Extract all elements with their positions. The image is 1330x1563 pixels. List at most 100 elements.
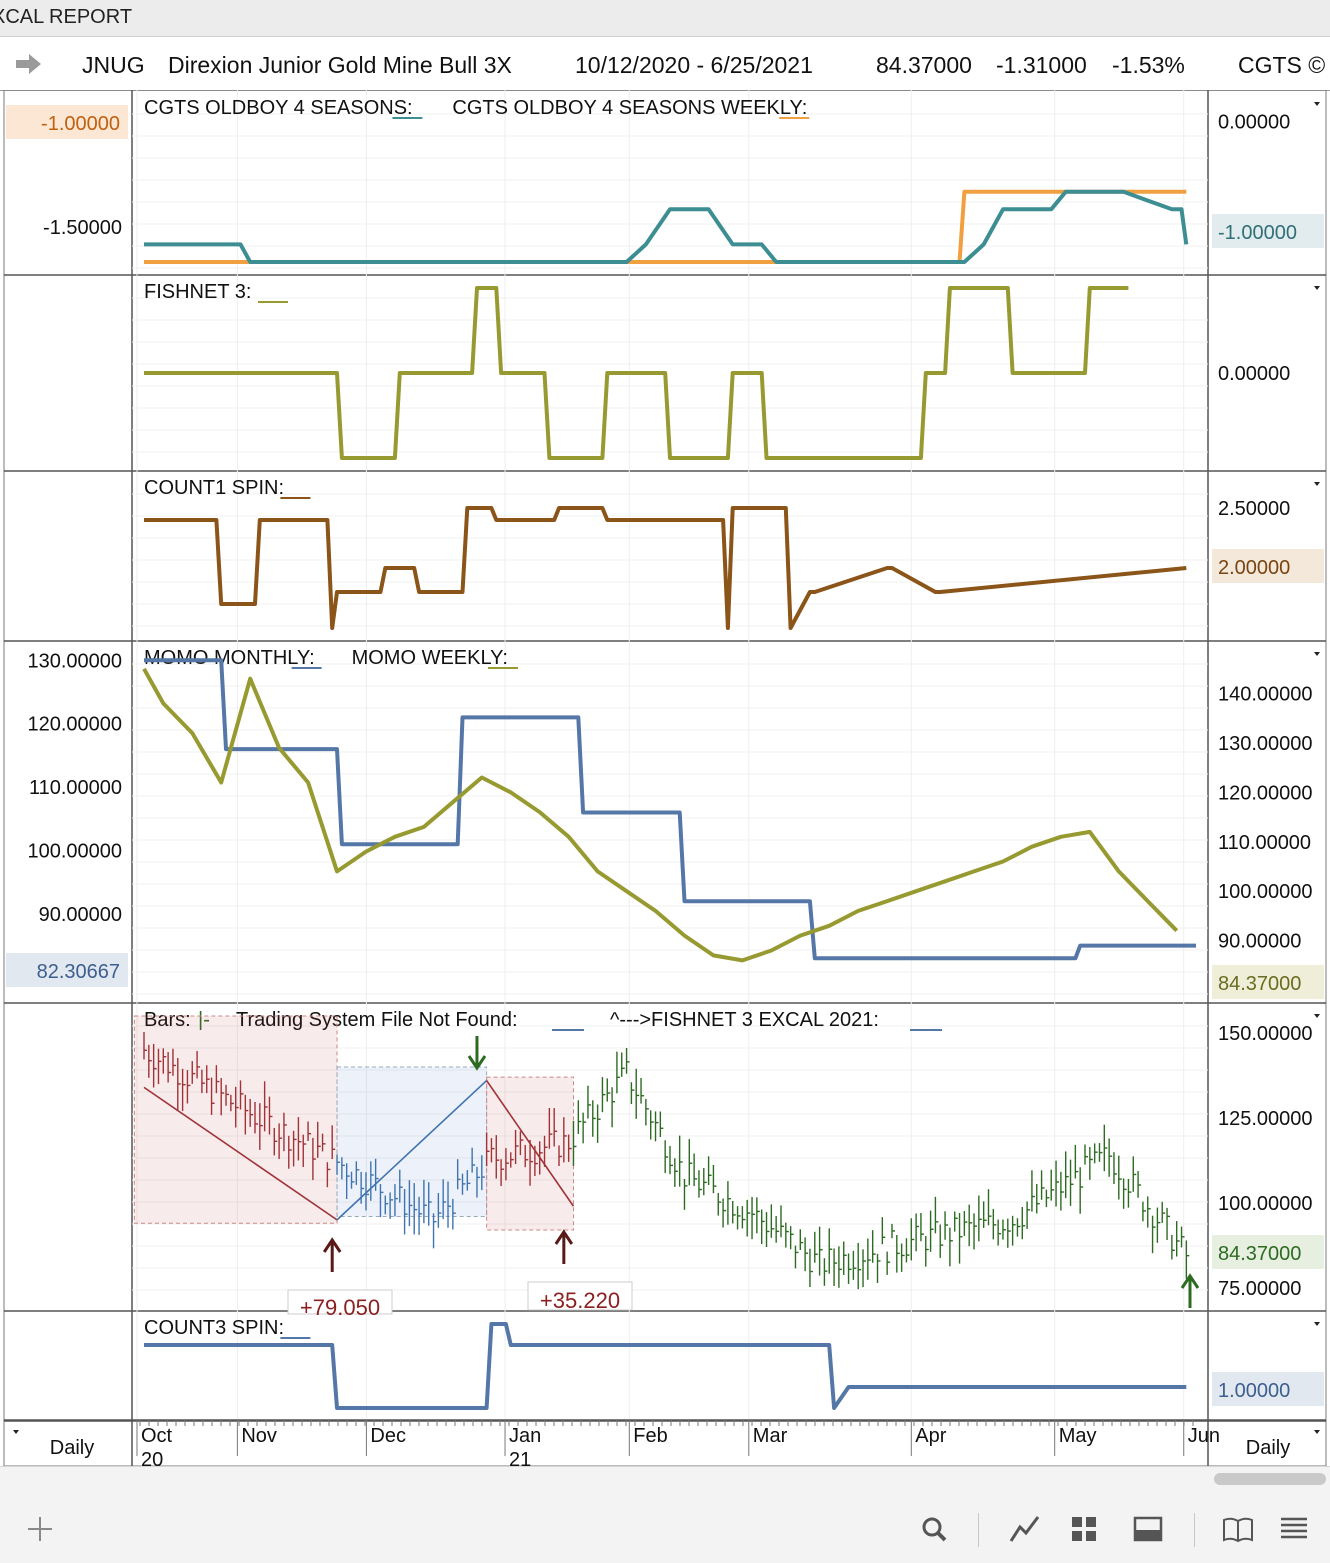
trend-line-up <box>336 1079 488 1221</box>
right-axis-label: 75.00000 <box>1218 1278 1301 1300</box>
panel-menu-icon[interactable] <box>1314 286 1320 290</box>
value-badge-label: 84.37000 <box>1218 973 1301 995</box>
window-title: XCAL REPORT <box>0 6 133 28</box>
month-label: May <box>1059 1425 1097 1447</box>
year-label: 21 <box>509 1449 531 1466</box>
bottom-toolbar <box>0 1466 1330 1563</box>
price-change: -1.31000 <box>996 52 1087 78</box>
panel-icon[interactable] <box>1130 1511 1166 1547</box>
value-badge <box>6 953 128 987</box>
right-axis-label: 130.00000 <box>1218 733 1313 755</box>
symbol-info-bar: JNUG Direxion Junior Gold Mine Bull 3X 1… <box>0 40 1330 91</box>
grid-icon[interactable] <box>1066 1511 1102 1547</box>
trade-box <box>336 1066 488 1217</box>
right-axis-label: 140.00000 <box>1218 684 1313 706</box>
right-axis-label: 2.50000 <box>1218 498 1290 520</box>
right-axis-label: 150.00000 <box>1218 1023 1313 1045</box>
panel-label: ^--->FISHNET 3 EXCAL 2021: <box>610 1009 879 1031</box>
timeframe-label-right: Daily <box>1246 1437 1290 1459</box>
panel-label: |- <box>198 1009 210 1031</box>
trend-line-down <box>143 1086 338 1221</box>
month-label: Dec <box>370 1425 406 1447</box>
value-badge-label: -1.00000 <box>41 113 120 135</box>
value-badge-label: 2.00000 <box>1218 557 1290 579</box>
timeframe-menu-icon <box>1314 1430 1320 1434</box>
right-axis-label: 0.00000 <box>1218 363 1290 385</box>
value-badge <box>1212 965 1324 999</box>
arrow-up-icon <box>322 1237 342 1272</box>
month-label: Feb <box>633 1425 667 1447</box>
value-badge-label: 1.00000 <box>1218 1380 1290 1402</box>
right-axis-label: 100.00000 <box>1218 881 1313 903</box>
book-icon[interactable] <box>1220 1511 1256 1547</box>
copyright: CGTS © <box>1238 52 1326 78</box>
panel-label: MOMO MONTHLY: <box>144 647 315 669</box>
left-axis-label: 90.00000 <box>39 904 122 926</box>
left-axis-label: 120.00000 <box>27 714 122 736</box>
arrow-up-icon <box>554 1229 574 1264</box>
momo-monthly-line <box>144 658 1196 961</box>
trade-label: +35.220 <box>540 1288 620 1313</box>
panel-menu-icon[interactable] <box>1314 1014 1320 1018</box>
chart-area: CGTS OLDBOY 4 SEASONS: CGTS OLDBOY 4 SEAS… <box>3 90 1327 1466</box>
right-axis-label: 0.00000 <box>1218 112 1290 134</box>
panel-menu-icon[interactable] <box>1314 1322 1320 1326</box>
toolbar-separator <box>978 1513 979 1547</box>
horizontal-scrollbar[interactable] <box>1214 1473 1326 1485</box>
panel-label: CGTS OLDBOY 4 SEASONS: <box>144 97 413 119</box>
symbol-name: Direxion Junior Gold Mine Bull 3X <box>168 52 512 78</box>
right-axis-label: 110.00000 <box>1218 832 1311 854</box>
arrow-right-icon[interactable] <box>14 52 42 76</box>
panel-label: Trading System File Not Found: <box>236 1009 518 1031</box>
right-axis-label: 125.00000 <box>1218 1108 1313 1130</box>
panel-label: COUNT1 SPIN: <box>144 477 284 499</box>
value-badge <box>1212 549 1324 583</box>
month-label: Mar <box>753 1425 788 1447</box>
left-axis-label: 130.00000 <box>27 650 122 672</box>
value-badge-label: -1.00000 <box>1218 222 1297 244</box>
left-axis-label: 100.00000 <box>27 841 122 863</box>
toolbar-separator <box>1194 1513 1195 1547</box>
right-axis-label: 100.00000 <box>1218 1193 1313 1215</box>
trade-label: +79.050 <box>300 1295 380 1320</box>
menu-icon[interactable] <box>1276 1511 1312 1547</box>
panel-menu-icon[interactable] <box>1314 652 1320 656</box>
trade-label-box <box>287 1289 393 1315</box>
timeframe-label-left: Daily <box>50 1437 94 1459</box>
trade-label-box <box>527 1281 633 1311</box>
value-badge <box>6 105 128 139</box>
left-axis-label: -1.50000 <box>43 217 122 239</box>
value-badge <box>1212 1372 1324 1406</box>
fishnet-line <box>144 286 1129 460</box>
arrow-down-icon <box>467 1036 487 1071</box>
trend-line-down <box>485 1080 575 1207</box>
value-badge-label: 82.30667 <box>37 961 120 983</box>
month-label: Jun <box>1188 1425 1220 1447</box>
count1-spin-line <box>144 506 1187 630</box>
right-axis-label: 90.00000 <box>1218 931 1301 953</box>
value-badge <box>1212 214 1324 248</box>
add-icon[interactable] <box>22 1511 58 1547</box>
panel-label: MOMO WEEKLY: <box>352 647 508 669</box>
panel-label: CGTS OLDBOY 4 SEASONS WEEKLY: <box>452 97 807 119</box>
left-axis-label: 110.00000 <box>29 777 122 799</box>
search-icon[interactable] <box>916 1511 952 1547</box>
arrow-up-icon <box>1180 1273 1200 1308</box>
last-price: 84.37000 <box>876 52 972 78</box>
timeframe-menu-icon <box>13 1430 19 1434</box>
month-label: Jan <box>509 1425 541 1447</box>
month-label: Nov <box>241 1425 277 1447</box>
panel-menu-icon[interactable] <box>1314 102 1320 106</box>
value-badge-label: 84.37000 <box>1218 1243 1301 1265</box>
symbol: JNUG <box>82 52 145 78</box>
right-axis-label: 120.00000 <box>1218 782 1313 804</box>
count3-spin-line <box>144 1322 1187 1410</box>
chart-line-icon[interactable] <box>1006 1511 1042 1547</box>
month-label: Apr <box>915 1425 946 1447</box>
price-change-pct: -1.53% <box>1112 52 1185 78</box>
year-label: 20 <box>141 1449 163 1466</box>
panel-menu-icon[interactable] <box>1314 482 1320 486</box>
panel-label: COUNT3 SPIN: <box>144 1317 284 1339</box>
date-range: 10/12/2020 - 6/25/2021 <box>575 52 813 78</box>
momo-weekly-line <box>142 667 1179 963</box>
